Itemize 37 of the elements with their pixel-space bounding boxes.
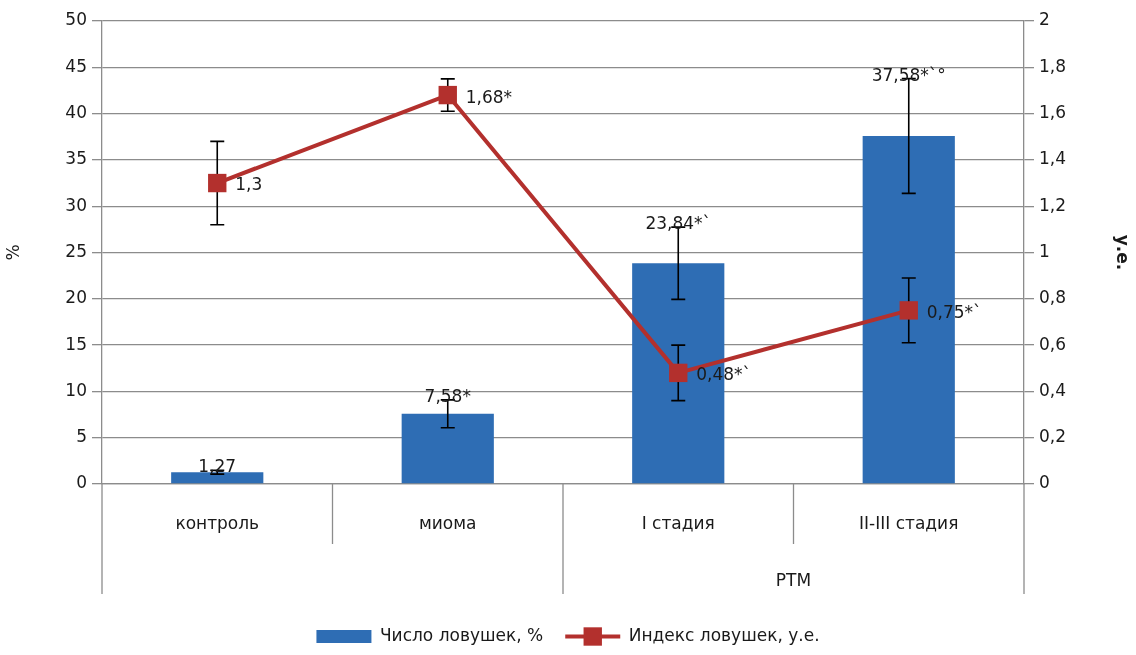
data-label: 1,68*	[465, 86, 513, 107]
y-tick-label: 15	[65, 333, 87, 354]
x-tick-label: контроль	[175, 512, 260, 533]
legend-label: Число ловушек, %	[379, 624, 544, 645]
y-tick-label: 35	[65, 148, 87, 169]
data-label: 7,58*	[424, 385, 471, 406]
y2-tick-label: 0,6	[1039, 333, 1067, 354]
y2-tick-label: 1,2	[1039, 194, 1067, 215]
y-tick-label: 20	[65, 287, 87, 308]
x-tick-label: I стадия	[641, 512, 715, 533]
y-tick-label: 45	[65, 55, 87, 76]
y2-tick-label: 0,8	[1039, 287, 1067, 308]
data-label: 37,58*`°	[871, 64, 946, 85]
y2-tick-label: 0,4	[1039, 379, 1067, 400]
y-tick-label: 25	[65, 240, 87, 261]
y2-tick-label: 0,2	[1039, 426, 1067, 447]
y-tick-label: 10	[65, 379, 87, 400]
y2-axis-title: у.е.	[1113, 234, 1134, 271]
x-tick-label: миома	[418, 512, 477, 533]
y-tick-label: 50	[65, 9, 87, 30]
y2-tick-label: 2	[1039, 9, 1050, 30]
y-axis-title: %	[2, 244, 23, 261]
data-label: 1,3	[235, 174, 263, 195]
y2-tick-label: 1,4	[1039, 148, 1067, 169]
x-tick-label: II-III стадия	[859, 512, 959, 533]
text: РТМ	[775, 570, 812, 591]
y2-tick-label: 1,6	[1039, 102, 1067, 123]
y-tick-label: 5	[76, 426, 87, 447]
y2-tick-label: 0	[1039, 472, 1050, 493]
data-label: 23,84*`	[645, 213, 712, 234]
y-tick-label: 40	[65, 102, 87, 123]
y-tick-label: 30	[65, 194, 87, 215]
y2-tick-label: 1,8	[1039, 55, 1067, 76]
legend-label: Индекс ловушек, у.е.	[628, 624, 820, 645]
y-tick-label: 0	[76, 472, 87, 493]
data-label: 1,27	[198, 456, 237, 477]
y2-tick-label: 1	[1039, 240, 1050, 261]
